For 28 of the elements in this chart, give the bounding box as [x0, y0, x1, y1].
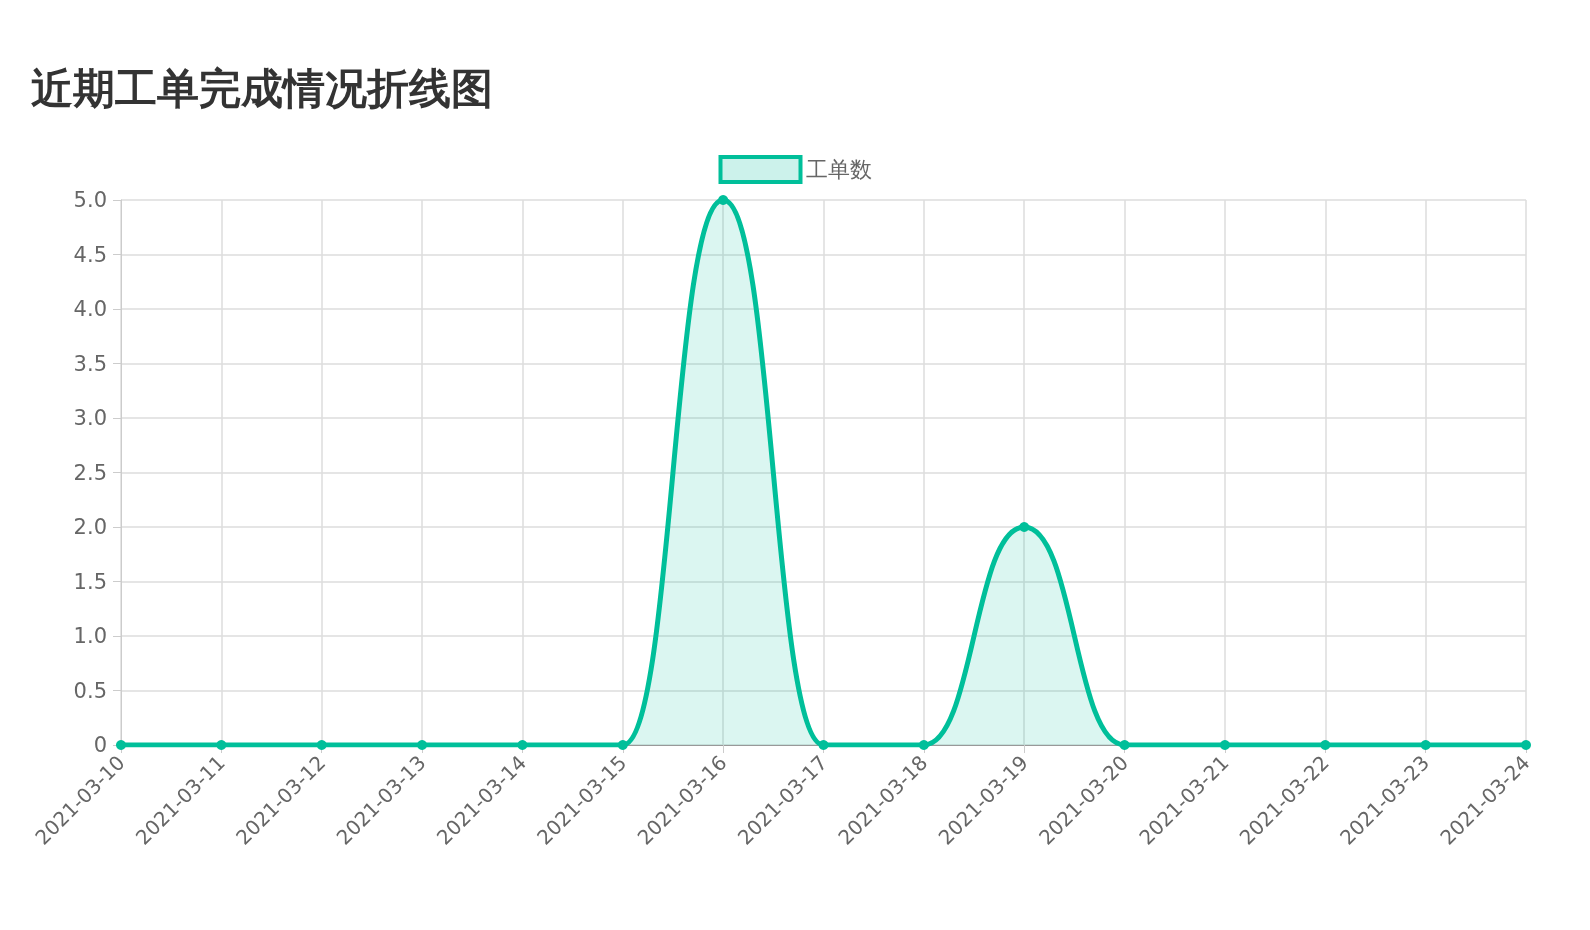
y-tick-label: 1.5	[73, 569, 107, 594]
y-tick-label: 3.0	[73, 406, 107, 430]
point	[718, 195, 729, 205]
point	[216, 740, 227, 750]
point	[417, 740, 428, 750]
point	[818, 740, 829, 750]
point	[1219, 740, 1230, 750]
chart-title: 近期工单完成情况折线图	[31, 63, 493, 113]
y-tick-label: 2.5	[73, 460, 107, 485]
point	[918, 740, 929, 750]
y-tick-label: 4.5	[73, 242, 107, 267]
point	[1521, 740, 1531, 750]
point	[617, 740, 628, 750]
y-tick-label: 0	[93, 733, 107, 757]
y-tick-label: 2.0	[73, 515, 107, 539]
y-tick-label: 3.5	[73, 351, 107, 376]
point	[316, 740, 327, 750]
point	[116, 740, 126, 750]
point	[1320, 740, 1331, 750]
point	[1119, 740, 1130, 750]
point	[1019, 522, 1030, 532]
point	[517, 740, 528, 750]
y-tick-label: 5.0	[73, 188, 107, 212]
y-tick-label: 1.0	[73, 624, 107, 648]
y-tick-label: 4.0	[73, 297, 107, 321]
legend-label: 工单数	[805, 157, 872, 182]
y-tick-label: 0.5	[73, 678, 107, 703]
point	[1420, 740, 1431, 750]
